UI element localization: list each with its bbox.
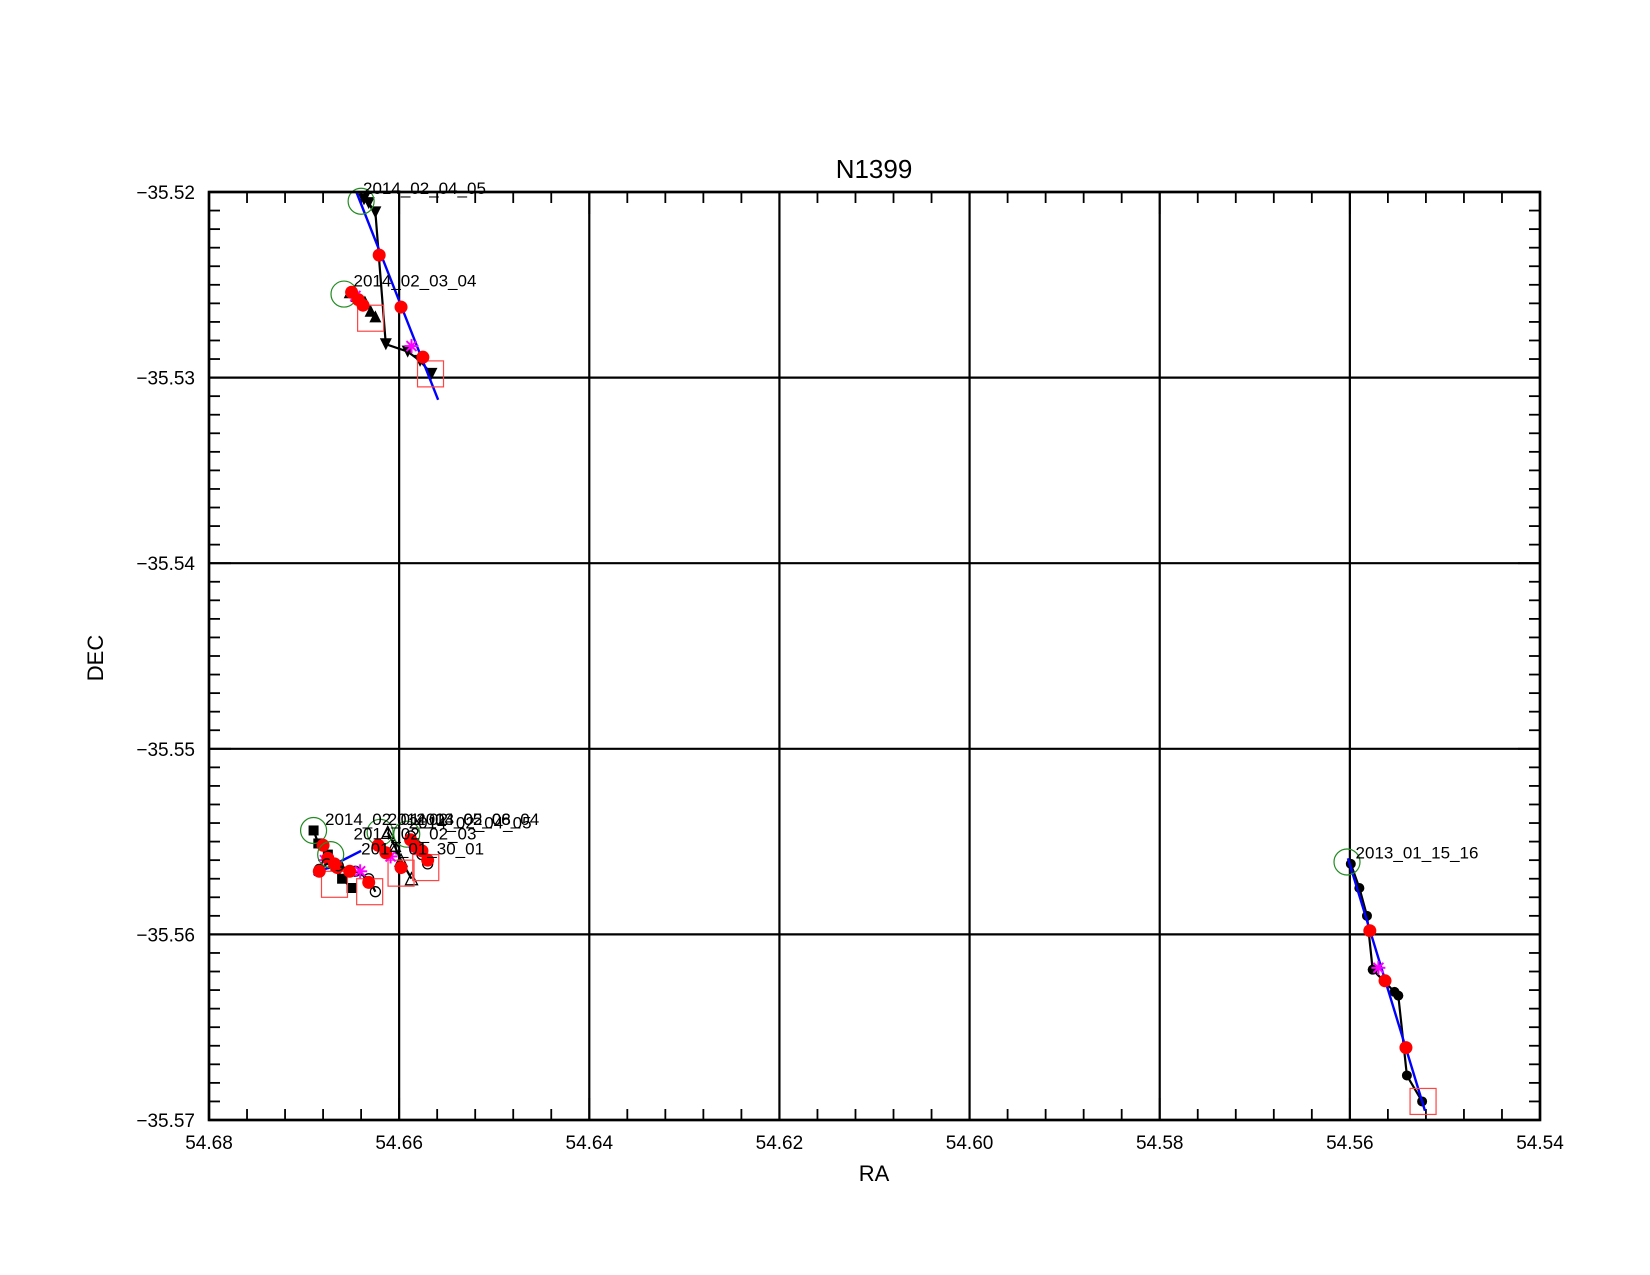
sample-point xyxy=(312,864,326,878)
triangle-up-marker xyxy=(364,304,377,317)
square-marker xyxy=(346,883,357,893)
x-tick-label: 54.66 xyxy=(375,1133,423,1154)
start-circle-marker xyxy=(393,820,421,848)
circle-marker xyxy=(1393,990,1404,1001)
sample-point xyxy=(416,350,430,364)
start-circle-marker xyxy=(347,187,375,215)
track-group xyxy=(1333,848,1437,1116)
end-square-marker xyxy=(357,304,385,332)
sample-point xyxy=(356,298,370,312)
triangle-down-marker xyxy=(379,338,392,351)
data-annotation: 2014_02_04_05 xyxy=(409,814,532,833)
start-circle-marker xyxy=(299,816,328,845)
square-marker xyxy=(308,825,319,836)
sample-point xyxy=(394,300,408,314)
mean-star-marker xyxy=(354,865,366,878)
y-tick-label: −35.52 xyxy=(136,183,195,204)
y-tick-label: −35.56 xyxy=(136,925,195,946)
fit-line xyxy=(355,191,440,401)
x-tick-label: 54.54 xyxy=(1516,1133,1564,1154)
track-group xyxy=(330,280,385,332)
square-marker xyxy=(337,873,348,884)
end-square-marker xyxy=(416,360,445,388)
open-triangle-marker xyxy=(380,824,395,839)
data-annotation: 2014_02_04_05 xyxy=(363,179,486,198)
sample-point xyxy=(372,248,386,262)
x-tick-label: 54.64 xyxy=(566,1133,614,1154)
y-tick-label: −35.57 xyxy=(136,1111,195,1132)
mean-star-marker xyxy=(405,340,418,352)
sample-point xyxy=(1378,974,1392,988)
data-annotation: 2014_02_02_03 xyxy=(354,825,477,844)
triangle-up-marker xyxy=(369,310,382,323)
x-tick-label: 54.68 xyxy=(185,1133,233,1154)
sample-point xyxy=(394,861,408,875)
track-group xyxy=(366,818,419,887)
track-group xyxy=(347,187,445,401)
x-axis-label: RA xyxy=(859,1161,890,1186)
x-tick-label: 54.62 xyxy=(756,1133,804,1154)
chart-title: N1399 xyxy=(836,154,913,184)
plot-area: 54.68 54.66 54.64 54.62 54.60 54.58 54.56 54.54… xyxy=(136,179,1564,1154)
open-triangle-marker xyxy=(404,871,419,886)
y-tick-label: −35.54 xyxy=(136,554,195,575)
data-annotation: 2014_02_03_04 xyxy=(354,272,477,291)
x-tick-label: 54.56 xyxy=(1326,1133,1374,1154)
sample-point xyxy=(362,875,376,889)
sample-point xyxy=(327,857,341,871)
triangle-down-marker xyxy=(369,206,382,219)
sample-point xyxy=(379,846,393,860)
data-annotation: 2013_01_15_16 xyxy=(1356,843,1479,862)
triangle-down-marker xyxy=(362,197,375,210)
end-square-marker xyxy=(1409,1087,1437,1116)
sample-point xyxy=(421,853,435,867)
start-circle-marker xyxy=(1333,848,1361,876)
data-annotation: 2014_01_30_01 xyxy=(361,840,484,859)
data-annotation: 2014_02_08_04 xyxy=(416,810,539,829)
plot-frame xyxy=(207,190,1542,1122)
mean-star-marker xyxy=(1372,962,1385,974)
sample-point xyxy=(415,844,429,858)
y-tick-label: −35.55 xyxy=(136,740,195,761)
data-annotation: 2014_02_01_02 xyxy=(325,810,448,829)
x-tick-label: 54.60 xyxy=(946,1133,994,1154)
y-tick-label: −35.53 xyxy=(136,369,195,390)
y-axis-label: DEC xyxy=(83,635,108,682)
open-circle-marker xyxy=(369,886,382,898)
track-group xyxy=(393,820,440,882)
sample-point xyxy=(343,864,357,878)
x-tick-label: 54.58 xyxy=(1136,1133,1184,1154)
circle-marker xyxy=(1401,1070,1412,1081)
triangle-down-marker xyxy=(425,367,438,380)
data-annotation: 2014_03_05_06 xyxy=(388,810,511,829)
sample-point xyxy=(1399,1041,1413,1055)
sample-point xyxy=(1363,924,1377,938)
track-group xyxy=(312,840,384,906)
end-square-marker xyxy=(387,859,415,887)
